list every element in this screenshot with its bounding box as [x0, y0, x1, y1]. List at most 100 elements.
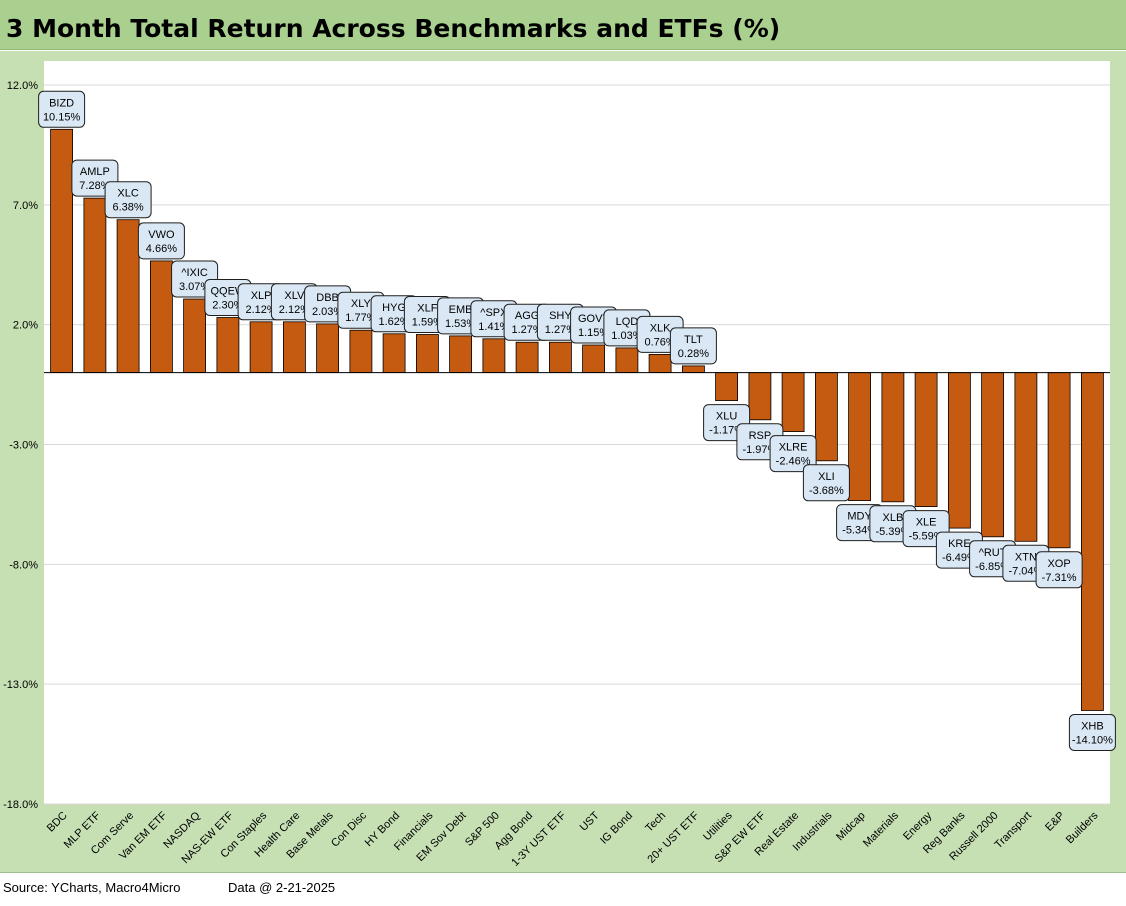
callout-ticker: EMB	[449, 304, 473, 316]
callout-xlc: XLC 6.38%	[104, 181, 152, 219]
bar-xli	[815, 372, 838, 462]
callout-value: 2.03%	[312, 306, 343, 318]
bar-chart: 12.0% 7.0% 2.0% -3.0% -8.0% -13.0% -18.0% BIZD…	[3, 61, 1116, 869]
callout-xop: XOP -7.31%	[1035, 551, 1083, 589]
callout-value: -6.85%	[975, 561, 1010, 573]
callout-value: 2.30%	[212, 300, 243, 312]
bar-rut	[981, 372, 1004, 538]
callout-ticker: TLT	[684, 334, 703, 346]
x-category-label: Builders	[1064, 809, 1101, 846]
y-tick-label: 2.0%	[13, 320, 38, 332]
callout-value: 10.15%	[43, 111, 81, 123]
callout-ticker: XLV	[284, 290, 305, 302]
callout-ticker: RSP	[749, 430, 772, 442]
bar-shy	[549, 341, 572, 374]
callout-value: 2.12%	[279, 304, 310, 316]
callout-box	[137, 222, 185, 260]
title-bar: 3 Month Total Return Across Benchmarks a…	[0, 0, 1126, 50]
bars	[50, 128, 1104, 711]
callout-ticker: DBB	[316, 292, 339, 304]
callout-value: -3.68%	[809, 485, 844, 497]
callout-value: -1.97%	[742, 444, 777, 456]
y-tick-label: -13.0%	[3, 679, 38, 691]
callout-value: 0.76%	[644, 336, 675, 348]
callout-ticker: XLU	[716, 411, 737, 423]
callout-box	[769, 435, 817, 473]
bar-xlb	[881, 372, 905, 503]
callout-ticker: XLB	[883, 512, 904, 524]
callout-bizd: BIZD 10.15%	[38, 90, 86, 128]
callout-ticker: ^IXIC	[181, 267, 208, 279]
bar-xtn	[1014, 372, 1038, 542]
x-category-label: IG Bond	[598, 810, 635, 847]
bar-xlc	[116, 219, 140, 373]
callout-value: -5.59%	[909, 531, 944, 543]
y-tick-label: -8.0%	[9, 559, 38, 571]
callout-dbb: DBB 2.03%	[304, 285, 352, 323]
bar-xlf	[415, 334, 439, 373]
callout-ticker: XLF	[417, 303, 437, 315]
callout-ticker: XLI	[818, 471, 835, 483]
callout-ticker: GOVT	[578, 313, 609, 325]
callout-box	[38, 90, 86, 128]
bar-tlt	[682, 365, 705, 373]
bar-mdy	[848, 372, 871, 502]
bar-xlv	[282, 321, 306, 373]
callout-ticker: XTN	[1015, 551, 1037, 563]
bar-xop	[1047, 372, 1071, 549]
callout-ticker: KRE	[948, 538, 971, 550]
callout-value: -1.17%	[709, 425, 744, 437]
callout-box	[104, 181, 152, 219]
callout-value: 2.12%	[245, 304, 276, 316]
callout-ticker: XLY	[351, 298, 372, 310]
bar-lqd	[615, 347, 639, 373]
callout-value: -14.10%	[1072, 735, 1113, 747]
callout-box	[1068, 714, 1116, 751]
bar-xlk	[648, 353, 672, 373]
callout-ticker: SHY	[549, 310, 572, 322]
callout-value: 0.28%	[678, 348, 709, 360]
y-tick-label: -18.0%	[3, 799, 38, 811]
bar-dbb	[316, 323, 340, 373]
bar-amlp	[83, 197, 107, 374]
callout-ticker: ^SPX	[480, 307, 508, 319]
callout-vwo: VWO 4.66%	[137, 222, 185, 260]
callout-ticker: XHB	[1081, 721, 1104, 733]
x-category-label: Transport	[993, 810, 1034, 851]
callout-ticker: XLC	[117, 188, 138, 200]
callout-value: -5.34%	[842, 525, 877, 537]
callout-tlt: TLT 0.28%	[669, 327, 717, 365]
x-category-label: Con Disc	[329, 809, 369, 849]
callout-ticker: LQD	[616, 316, 639, 328]
callout-value: -5.39%	[875, 526, 910, 538]
bar-xhb	[1081, 372, 1104, 711]
callout-ticker: BIZD	[49, 97, 74, 109]
callout-value: 7.28%	[79, 180, 110, 192]
bar-xlre	[781, 372, 805, 433]
bar-govt	[582, 344, 605, 374]
bar-emb	[449, 335, 473, 373]
callout-ticker: XLK	[650, 322, 671, 334]
callout-box	[802, 464, 850, 502]
footer-date: Data @ 2-21-2025	[228, 880, 336, 895]
callout-value: 1.41%	[478, 321, 509, 333]
callout-ticker: XLRE	[779, 442, 808, 454]
callout-ticker: AMLP	[80, 166, 110, 178]
x-category-label: BDC	[45, 810, 70, 835]
data-callouts: BIZD 10.15% AMLP 7.28% XLC 6.38% VWO 4.66% ^IXIC…	[38, 90, 1116, 751]
callout-qqew: QQEW 2.30%	[204, 279, 252, 316]
callout-xlk: XLK 0.76%	[636, 315, 684, 353]
callout-box	[1035, 551, 1083, 589]
bar-rsp	[748, 372, 772, 421]
callout-value: 1.03%	[611, 330, 642, 342]
callout-xli: XLI -3.68%	[802, 464, 850, 502]
callout-value: 1.27%	[545, 324, 576, 336]
callout-ticker: ^RUT	[979, 547, 1007, 559]
bar-spx	[482, 338, 506, 373]
callout-value: 1.77%	[345, 312, 376, 324]
x-category-label: Tech	[643, 810, 668, 835]
callout-value: 1.53%	[445, 318, 476, 330]
y-tick-label: 12.0%	[7, 80, 38, 92]
callout-value: 6.38%	[112, 202, 143, 214]
